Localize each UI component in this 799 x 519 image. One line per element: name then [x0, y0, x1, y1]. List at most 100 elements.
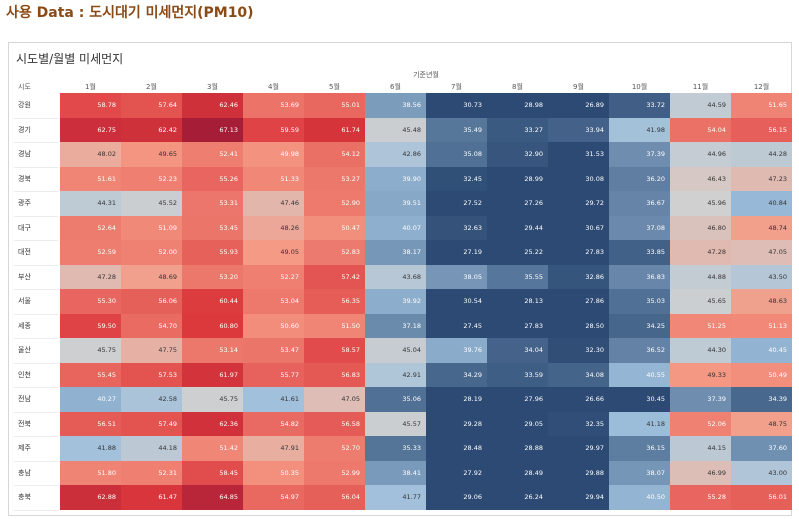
heatmap-cell: 58.78 — [60, 93, 121, 118]
heatmap-cell: 39.76 — [426, 338, 487, 363]
heatmap-cell: 44.30 — [670, 338, 731, 363]
heatmap-cell: 55.28 — [670, 485, 731, 510]
heatmap-cell: 52.00 — [121, 240, 182, 265]
heatmap-cell: 43.50 — [731, 264, 792, 289]
heatmap-cell: 47.23 — [731, 166, 792, 191]
heatmap-cell: 52.70 — [304, 436, 365, 461]
heatmap-cell: 26.89 — [548, 93, 609, 118]
heatmap-cell: 46.80 — [670, 215, 731, 240]
heatmap-cell: 56.01 — [731, 485, 792, 510]
heatmap-cell: 47.05 — [304, 387, 365, 412]
heatmap-cell: 27.52 — [426, 191, 487, 216]
heatmap-cell: 51.09 — [121, 215, 182, 240]
heatmap-cell: 64.85 — [182, 485, 243, 510]
heatmap-cell: 26.24 — [487, 485, 548, 510]
row-separator — [14, 509, 58, 511]
heatmap-cell: 25.22 — [487, 240, 548, 265]
heatmap-cell: 56.58 — [304, 411, 365, 436]
column-header: 8월 — [512, 83, 523, 91]
row-separator — [14, 411, 58, 413]
heatmap-cell: 48.26 — [243, 215, 304, 240]
heatmap-cell: 45.96 — [670, 191, 731, 216]
heatmap-cell: 52.23 — [121, 166, 182, 191]
heatmap-cell: 57.42 — [304, 264, 365, 289]
heatmap-cell: 48.74 — [731, 215, 792, 240]
heatmap-cell: 34.39 — [731, 387, 792, 412]
heatmap-cell: 45.48 — [365, 117, 426, 142]
row-label: 전남 — [18, 395, 31, 403]
heatmap-cell: 54.70 — [121, 313, 182, 338]
row-label: 광주 — [18, 199, 31, 207]
heatmap-cell: 50.60 — [243, 313, 304, 338]
heatmap-cell: 29.97 — [548, 436, 609, 461]
heatmap-cell: 29.94 — [548, 485, 609, 510]
heatmap-cell: 41.18 — [609, 411, 670, 436]
row-label: 부산 — [18, 272, 31, 281]
heatmap-cell: 32.30 — [548, 338, 609, 363]
row-label: 강원 — [18, 101, 31, 109]
heatmap-cell: 36.67 — [609, 191, 670, 216]
heatmap-cell: 59.50 — [60, 313, 121, 338]
heatmap-cell: 48.69 — [121, 264, 182, 289]
row-label: 충남 — [18, 468, 31, 477]
row-label: 인천 — [18, 370, 31, 379]
heatmap-cell: 56.83 — [304, 362, 365, 387]
heatmap-cell: 52.59 — [60, 240, 121, 265]
heatmap-cell: 42.58 — [121, 387, 182, 412]
heatmap-cell: 37.39 — [609, 142, 670, 167]
column-header: 2월 — [146, 83, 157, 91]
row-separator — [14, 117, 58, 119]
heatmap-cell: 36.52 — [609, 338, 670, 363]
heatmap-cell: 50.35 — [243, 460, 304, 485]
heatmap-cell: 52.31 — [121, 460, 182, 485]
heatmap-cell: 45.57 — [365, 411, 426, 436]
column-header: 11월 — [692, 83, 709, 91]
heatmap-cell: 53.20 — [182, 264, 243, 289]
heatmap-cell: 45.52 — [121, 191, 182, 216]
heatmap-cell: 27.83 — [548, 240, 609, 265]
heatmap-cell: 38.41 — [365, 460, 426, 485]
heatmap-cell: 52.41 — [182, 142, 243, 167]
heatmap-cell: 27.26 — [487, 191, 548, 216]
heatmap-cell: 27.92 — [426, 460, 487, 485]
heatmap-cell: 48.75 — [731, 411, 792, 436]
heatmap-cell: 34.04 — [487, 338, 548, 363]
column-header: 12월 — [753, 83, 770, 91]
heatmap-cell: 51.50 — [304, 313, 365, 338]
heatmap-cell: 43.00 — [731, 460, 792, 485]
column-axis-title: 기준년월 — [413, 71, 439, 79]
heatmap-cell: 33.72 — [609, 93, 670, 118]
heatmap-cell: 62.36 — [182, 411, 243, 436]
row-separator — [14, 387, 58, 388]
row-label: 울산 — [18, 346, 31, 354]
row-separator — [14, 362, 58, 364]
heatmap-cell: 30.73 — [426, 93, 487, 118]
heatmap-cell: 38.05 — [426, 264, 487, 289]
heatmap-cell: 47.05 — [731, 240, 792, 265]
heatmap-cell: 55.30 — [60, 289, 121, 314]
heatmap-cell: 56.51 — [60, 411, 121, 436]
heatmap-cell: 62.46 — [182, 93, 243, 118]
column-header: 4월 — [268, 83, 279, 91]
row-label: 서울 — [18, 297, 31, 305]
heatmap-cell: 38.17 — [365, 240, 426, 265]
heatmap-cell: 47.91 — [243, 436, 304, 461]
heatmap-cell: 32.90 — [487, 142, 548, 167]
heatmap-cell: 41.77 — [365, 485, 426, 510]
heatmap-cell: 50.47 — [304, 215, 365, 240]
heatmap-cell: 37.60 — [731, 436, 792, 461]
heatmap-cell: 30.54 — [426, 289, 487, 314]
heatmap-cell: 42.91 — [365, 362, 426, 387]
heatmap-cell: 55.26 — [182, 166, 243, 191]
heatmap-cell: 30.08 — [548, 166, 609, 191]
heatmap-cell: 28.48 — [426, 436, 487, 461]
heatmap-cell: 51.33 — [243, 166, 304, 191]
column-header: 6월 — [390, 83, 401, 91]
heatmap-cell: 51.13 — [731, 313, 792, 338]
heatmap-cell: 49.05 — [243, 240, 304, 265]
heatmap-cell: 46.99 — [670, 460, 731, 485]
heatmap-cell: 57.64 — [121, 93, 182, 118]
heatmap-cell: 31.53 — [548, 142, 609, 167]
heatmap-cell: 36.15 — [609, 436, 670, 461]
column-header: 5월 — [329, 83, 340, 91]
